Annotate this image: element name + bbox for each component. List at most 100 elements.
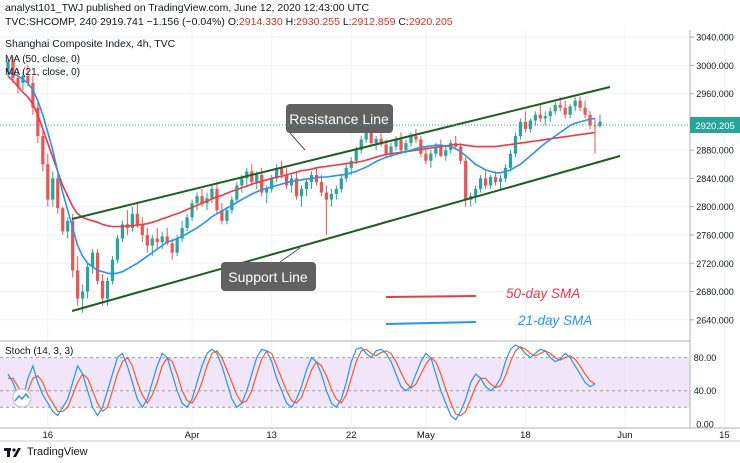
last-price-tag bbox=[690, 117, 740, 133]
candle-body bbox=[255, 174, 259, 182]
candle-body bbox=[215, 189, 219, 211]
candle-body bbox=[135, 213, 139, 225]
candle-body bbox=[533, 114, 537, 121]
candle-body bbox=[543, 116, 547, 119]
candle-body bbox=[105, 280, 110, 299]
candle-body bbox=[563, 107, 567, 115]
candle-body bbox=[280, 167, 284, 175]
candle-body bbox=[334, 189, 338, 194]
close-value: 2920.205 bbox=[408, 16, 453, 28]
candle-body bbox=[61, 208, 65, 232]
candle-body bbox=[379, 138, 383, 145]
candle-body bbox=[474, 189, 478, 197]
candle-body bbox=[503, 167, 508, 179]
candle-body bbox=[424, 153, 428, 161]
candle-body bbox=[150, 238, 154, 246]
candle-body bbox=[479, 178, 483, 190]
support-pointer bbox=[279, 247, 301, 263]
candle-body bbox=[110, 259, 115, 281]
candle-body bbox=[235, 185, 239, 200]
candle-body bbox=[195, 196, 199, 204]
time-tick-label: 15 bbox=[719, 430, 730, 441]
candle-body bbox=[493, 177, 498, 182]
footer-brand: TradingView bbox=[27, 446, 88, 458]
candle-body bbox=[95, 252, 100, 281]
candle-body bbox=[588, 114, 592, 126]
candle-body bbox=[414, 136, 418, 140]
candle-body bbox=[409, 136, 413, 144]
candle-body bbox=[36, 107, 40, 137]
low-value: 2912.859 bbox=[351, 16, 396, 28]
close-label: C: bbox=[398, 16, 409, 28]
price-tick-label: 2800.000 bbox=[696, 202, 734, 212]
price-tick-label: 2640.000 bbox=[696, 315, 734, 325]
ma50-line bbox=[7, 75, 596, 228]
footer: TradingView bbox=[4, 444, 88, 460]
chart-title: Shanghai Composite Index, 4h, TVC bbox=[5, 38, 176, 50]
stoch-axis: 80.00 40.00 0.00 bbox=[694, 353, 717, 429]
candle-body bbox=[284, 174, 289, 186]
time-tick-label: Apr bbox=[185, 430, 200, 441]
candle-body bbox=[200, 196, 204, 204]
candle-body bbox=[190, 203, 194, 218]
resistance-pointer bbox=[289, 132, 306, 151]
candle-body bbox=[155, 238, 159, 243]
ma21-line bbox=[7, 71, 596, 275]
tradingview-logo-icon bbox=[4, 448, 21, 457]
candle-body bbox=[488, 177, 493, 186]
candle-body bbox=[265, 189, 269, 193]
price-change: −1.156 (−0.04%) bbox=[146, 16, 225, 28]
candle-body bbox=[399, 139, 403, 151]
ma50-legend: MA (50, close, 0) bbox=[5, 54, 80, 65]
resistance-line bbox=[71, 86, 611, 220]
candle-body bbox=[538, 114, 542, 119]
scroll-left-icon[interactable] bbox=[12, 388, 32, 408]
stoch-tick-label: 80.00 bbox=[694, 353, 717, 363]
candle-body bbox=[324, 192, 328, 200]
open-label: O: bbox=[227, 16, 239, 28]
candle-body bbox=[513, 136, 518, 154]
candle-body bbox=[364, 132, 368, 140]
price-tick-label: 2960.000 bbox=[696, 89, 734, 99]
candle-body bbox=[180, 227, 184, 239]
stoch-tick-label: 40.00 bbox=[694, 386, 717, 396]
candle-body bbox=[483, 178, 488, 186]
time-tick-label: 16 bbox=[43, 430, 54, 441]
candle-body bbox=[225, 210, 229, 221]
candle-body bbox=[275, 167, 279, 179]
candle-body bbox=[294, 178, 299, 197]
price-axis: 3040.0003000.0002960.0002920.0002880.000… bbox=[690, 33, 734, 325]
candle-body bbox=[250, 171, 254, 182]
support-label-box bbox=[221, 262, 316, 291]
last-price-tag-label: 2920.205 bbox=[695, 121, 735, 132]
candle-body bbox=[175, 238, 179, 253]
support-line bbox=[71, 155, 621, 312]
candle-body bbox=[319, 181, 324, 193]
time-tick-label: May bbox=[417, 430, 435, 441]
high-label: H: bbox=[285, 16, 297, 28]
chart-header: analyst101_TWJ published on TradingView.… bbox=[0, 0, 740, 30]
candle-body bbox=[81, 291, 85, 299]
candle-body bbox=[518, 121, 523, 137]
ma21-legend: MA (21, close, 0) bbox=[5, 67, 80, 78]
resistance-label-box bbox=[286, 104, 393, 133]
time-tick-label: 22 bbox=[346, 430, 357, 441]
candle-body bbox=[31, 83, 35, 108]
candle-body bbox=[46, 164, 50, 200]
resistance-label: Resistance Line bbox=[289, 111, 389, 127]
candle-body bbox=[56, 178, 60, 209]
high-value: 2930.255 bbox=[296, 16, 340, 28]
candle-body bbox=[548, 111, 552, 117]
moving-averages bbox=[7, 71, 596, 275]
stoch-k-line bbox=[7, 344, 596, 421]
candle-body bbox=[100, 280, 105, 299]
stoch-tick-label: 0.00 bbox=[696, 419, 714, 429]
candle-body bbox=[329, 193, 333, 200]
ohlc-line: TVC:SHCOMP, 240 2919.741 −1.156 (−0.04%)… bbox=[5, 16, 453, 28]
candle-body bbox=[90, 252, 95, 267]
candle-body bbox=[51, 178, 55, 200]
candle-body bbox=[130, 213, 134, 228]
candle-body bbox=[528, 120, 532, 129]
candle-body bbox=[115, 238, 120, 260]
